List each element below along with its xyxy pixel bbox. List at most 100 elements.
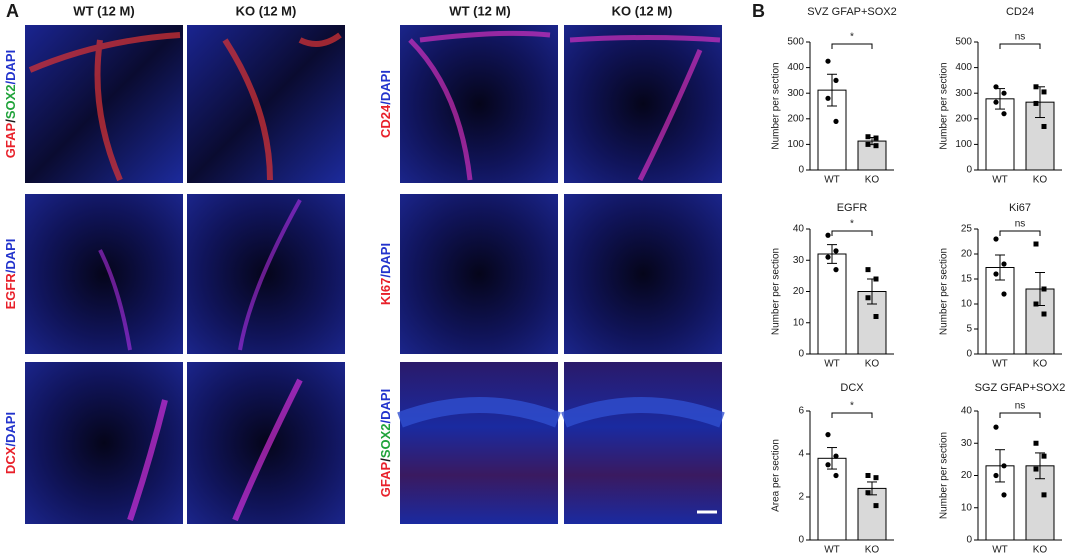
y-tick-label: 200 xyxy=(955,113,972,124)
panel-label: A xyxy=(6,1,19,21)
data-point xyxy=(1001,463,1007,469)
y-axis-label: Number per section xyxy=(939,62,950,149)
micrograph xyxy=(187,194,345,354)
stain xyxy=(397,397,725,428)
x-tick-label: WT xyxy=(992,359,1008,370)
y-tick-label: 20 xyxy=(961,249,973,260)
panel-label: B xyxy=(752,1,765,21)
data-point xyxy=(993,99,999,105)
data-point xyxy=(993,472,999,479)
row-label-part: /DAPI xyxy=(378,243,393,278)
y-tick-label: 500 xyxy=(955,37,972,48)
data-point xyxy=(865,295,871,301)
bar xyxy=(817,89,847,171)
row-label: KI67/DAPI xyxy=(378,243,393,305)
data-point xyxy=(865,473,871,478)
row-label-part: /DAPI xyxy=(3,412,18,447)
y-tick-label: 0 xyxy=(798,165,804,176)
column-header: KO (12 M) xyxy=(236,3,297,18)
y-tick-label: 0 xyxy=(966,535,972,546)
stain xyxy=(408,30,721,182)
significance-bracket xyxy=(999,230,1041,236)
row-label-part: CD24 xyxy=(378,104,393,138)
row-label-part: GFAP xyxy=(378,461,393,497)
y-tick-label: 10 xyxy=(961,502,973,513)
significance-label: * xyxy=(850,32,854,43)
significance-label: ns xyxy=(1015,401,1026,412)
data-point xyxy=(865,141,871,147)
row-label-part: KI67 xyxy=(378,278,393,305)
row-label: GFAP/SOX2/DAPI xyxy=(3,50,18,158)
chart-title: DCX xyxy=(840,382,864,394)
row-label-part: /DAPI xyxy=(3,50,18,85)
row-label-part: SOX2 xyxy=(378,423,393,458)
y-axis-label: Number per section xyxy=(939,432,950,519)
y-tick-label: 30 xyxy=(961,438,973,449)
data-point xyxy=(825,432,831,438)
data-point xyxy=(1033,241,1039,247)
data-point xyxy=(993,84,999,90)
data-point xyxy=(833,453,839,459)
significance-bracket xyxy=(831,43,873,49)
y-axis-label: Number per section xyxy=(771,248,782,335)
data-point xyxy=(825,254,831,260)
y-tick-label: 400 xyxy=(955,62,972,73)
data-point xyxy=(873,276,879,282)
y-tick-label: 200 xyxy=(787,113,804,124)
y-tick-label: 30 xyxy=(793,255,805,266)
bar xyxy=(817,457,847,541)
row-label: GFAP/SOX2/DAPI xyxy=(378,389,393,497)
data-point xyxy=(993,236,999,242)
bar xyxy=(857,140,887,171)
x-tick-label: KO xyxy=(865,545,880,556)
row-label-part: DCX xyxy=(3,446,18,474)
row-label: DCX/DAPI xyxy=(3,412,18,474)
data-point xyxy=(833,77,839,83)
data-point xyxy=(833,267,839,273)
data-point xyxy=(873,135,879,141)
data-point xyxy=(833,472,839,479)
row-label-part: /DAPI xyxy=(3,239,18,274)
micrograph xyxy=(564,362,722,524)
data-point xyxy=(865,490,871,496)
chart-title: CD24 xyxy=(1006,6,1034,18)
micrograph xyxy=(25,194,183,354)
x-tick-label: WT xyxy=(824,175,840,186)
data-point xyxy=(1033,301,1039,307)
y-axis-label: Area per section xyxy=(771,439,782,512)
y-axis-label: Number per section xyxy=(771,62,782,149)
row-label: EGFR/DAPI xyxy=(3,239,18,310)
x-tick-label: WT xyxy=(992,545,1008,556)
row-label-part: /DAPI xyxy=(378,389,393,424)
data-point xyxy=(1001,90,1007,96)
x-tick-label: WT xyxy=(824,545,840,556)
significance-label: ns xyxy=(1015,32,1026,43)
stain xyxy=(127,378,303,522)
data-point xyxy=(993,271,999,277)
row-label-part: /DAPI xyxy=(378,70,393,105)
y-tick-label: 25 xyxy=(961,224,973,235)
micrograph xyxy=(400,25,558,183)
y-tick-label: 0 xyxy=(798,535,804,546)
y-tick-label: 300 xyxy=(787,88,804,99)
data-point xyxy=(1041,286,1047,292)
data-point xyxy=(825,95,831,101)
y-tick-label: 10 xyxy=(793,317,805,328)
data-point xyxy=(825,462,831,468)
row-label-part: SOX2 xyxy=(3,84,18,119)
y-tick-label: 40 xyxy=(961,406,973,417)
micrograph xyxy=(400,194,558,354)
data-point xyxy=(1033,100,1039,106)
chart-title: EGFR xyxy=(837,202,868,214)
y-tick-label: 4 xyxy=(798,449,804,460)
stain xyxy=(98,199,302,351)
micrographs xyxy=(25,25,725,524)
y-tick-label: 0 xyxy=(966,349,972,360)
row-label: CD24/DAPI xyxy=(378,70,393,138)
y-tick-label: 500 xyxy=(787,37,804,48)
significance-bracket xyxy=(999,412,1041,418)
data-point xyxy=(1001,492,1007,498)
micrograph xyxy=(400,362,558,524)
data-point xyxy=(1041,311,1047,317)
